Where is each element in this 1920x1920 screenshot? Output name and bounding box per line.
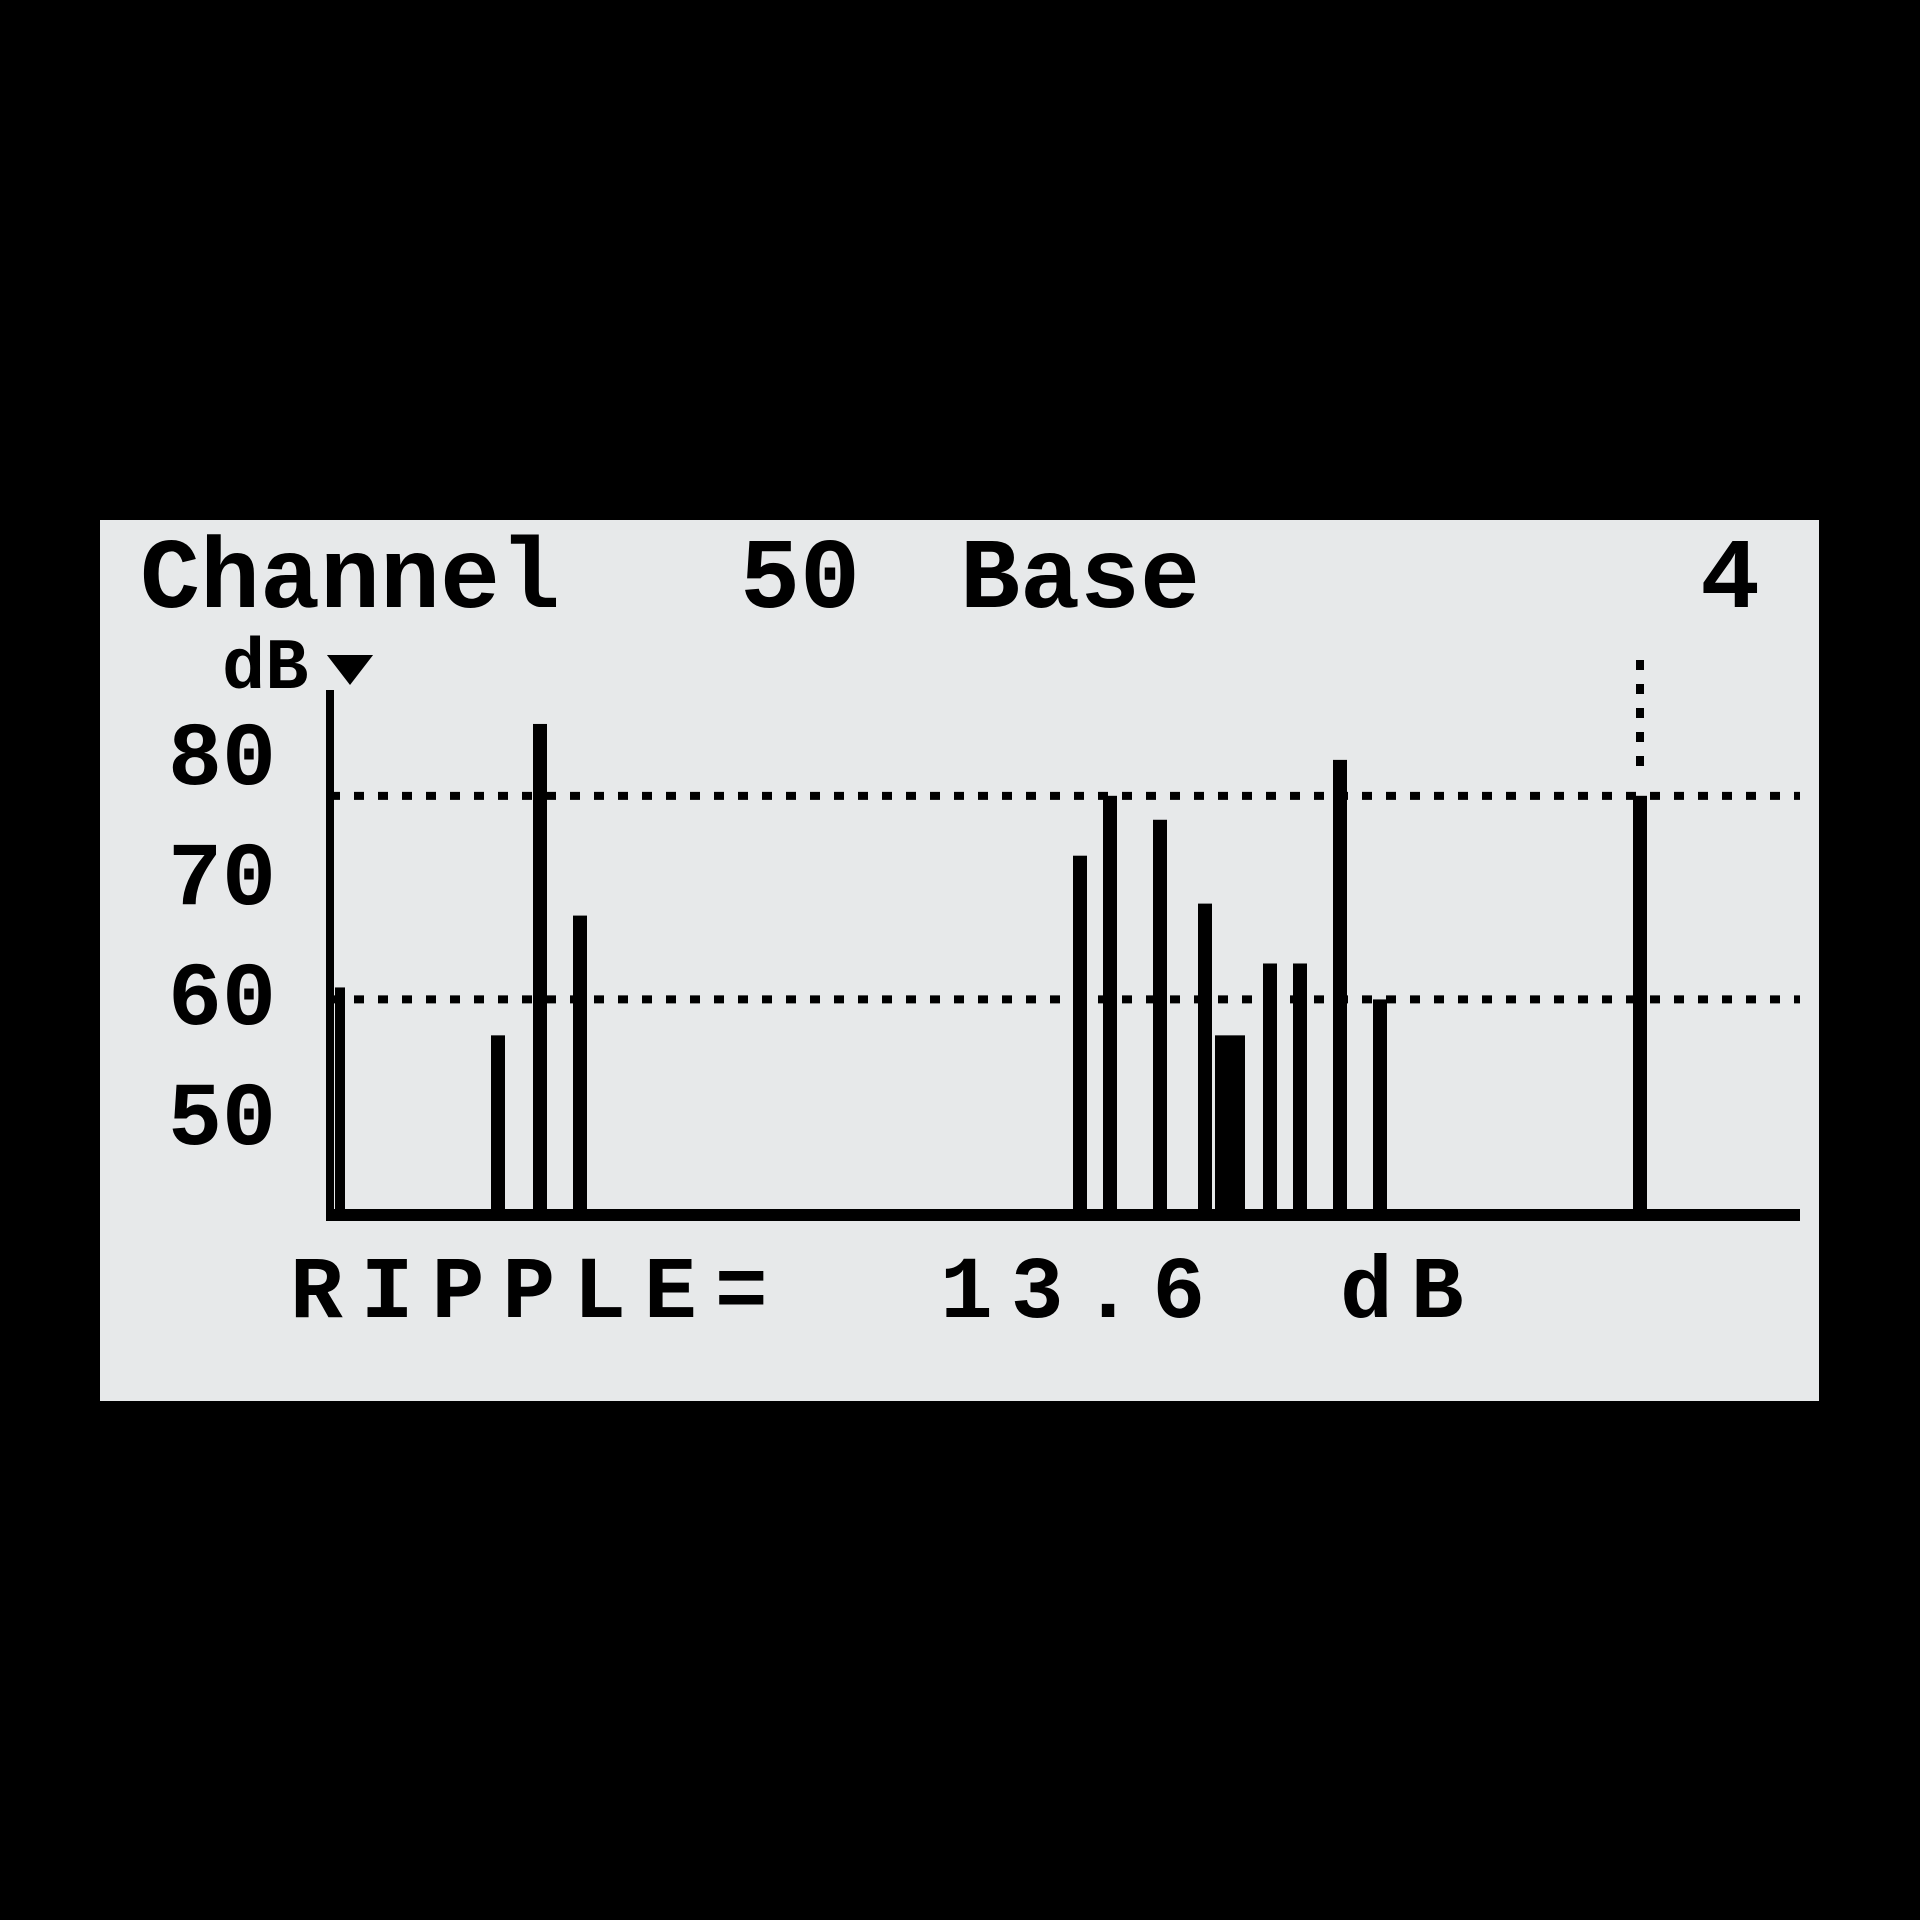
ripple-unit: dB: [1340, 1245, 1482, 1344]
ripple-label: RIPPLE=: [290, 1245, 786, 1344]
signal-bar-chart: [0, 0, 1920, 1920]
ripple-value: 13.6: [940, 1245, 1223, 1344]
